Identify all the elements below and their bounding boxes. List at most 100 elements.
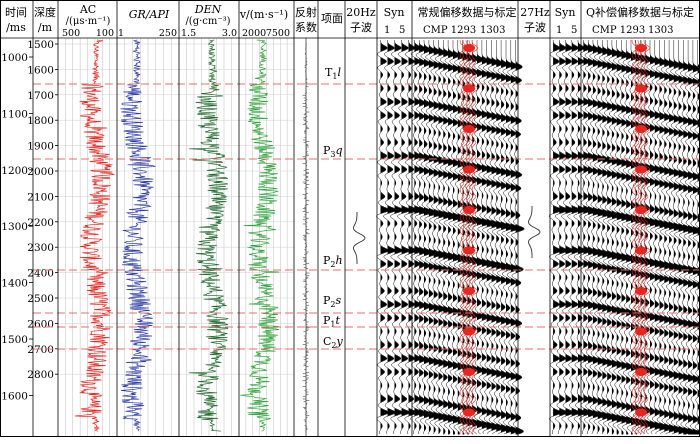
qcomp-calibration-blob	[635, 246, 647, 255]
conv-trace-fill	[506, 58, 515, 434]
horizon-C2y: C2y	[323, 335, 344, 350]
conv-trace	[443, 40, 458, 435]
den-curve	[188, 39, 229, 432]
depth-tick-label: 1600	[27, 64, 54, 76]
gr-curve	[120, 39, 156, 432]
syn1-trace-fill	[408, 40, 418, 430]
qcomp-calibration	[634, 39, 642, 434]
axis-ticks: 1500 1600 1700 1800 1900 2000 2100 2200 2300 2400…	[1, 39, 58, 402]
conv-calibration-blob	[463, 246, 475, 255]
qcomp-header: Q补偿偏移数据与标定	[586, 5, 694, 19]
v-curve	[239, 39, 280, 432]
seismic-layer	[352, 39, 700, 435]
qcomp-trace-fill	[673, 57, 683, 434]
conv-calibration-blob	[463, 165, 475, 174]
w27-header: 27Hz	[520, 6, 550, 19]
conv-trace-fill	[501, 56, 510, 433]
refl-header: 反射	[295, 5, 317, 19]
conv-calibration-blob	[463, 125, 475, 133]
conv-trace-fill	[510, 59, 520, 435]
w27-unit: 子波	[524, 21, 546, 34]
gr-header: GR/API	[129, 8, 170, 21]
syn1-trace-fill	[394, 40, 404, 430]
qcomp-calibration-blob	[635, 165, 647, 174]
conv-trace-fill	[438, 45, 448, 435]
qcomp-calibration-blob	[635, 368, 647, 376]
conv-trace-fill	[443, 45, 452, 435]
refl-unit: 系数	[295, 21, 317, 34]
depth-tick-label: 2700	[27, 344, 54, 356]
time-tick-label: 1000	[1, 52, 28, 64]
qcomp-trace-fill	[688, 60, 697, 435]
conv-calibration-blob	[463, 368, 475, 376]
ac-scale-right: 100	[96, 28, 114, 39]
qcomp-trace-fill	[588, 40, 597, 431]
conv-trace-fill	[457, 49, 467, 435]
qcomp-trace-fill	[583, 41, 593, 430]
gr-scale-right: 250	[159, 28, 177, 39]
depth-tick-label: 2300	[27, 242, 54, 254]
conv-calibration-blob	[463, 84, 475, 93]
qcomp-calibration-blob	[635, 287, 647, 295]
depth-tick-label: 2600	[27, 318, 54, 330]
qcomp-trace-fill	[602, 44, 611, 434]
den-scale-right: 3.0	[222, 28, 237, 39]
depth-tick-label: 2500	[27, 293, 54, 305]
wavelet-27hz	[527, 206, 541, 258]
wavelet-20hz	[352, 212, 366, 264]
depth-tick-label: 1900	[27, 141, 54, 153]
conv-trace-fill	[481, 53, 491, 429]
syn1-trace-fill	[387, 40, 397, 430]
time-tick-label: 1100	[1, 108, 28, 120]
w20-unit: 子波	[350, 21, 372, 34]
horizon-dashed-lines	[33, 83, 700, 350]
v-scale-left: 2000	[242, 28, 266, 39]
conv-calibration	[471, 39, 479, 434]
ac-scale-left: 500	[62, 28, 80, 39]
horizon-P3q: P3q	[323, 144, 343, 159]
conv-trace-fill	[419, 41, 428, 431]
time-tick-label: 1500	[1, 334, 28, 346]
conv-cmp-right: 1303	[480, 25, 505, 36]
syn2-header: Syn	[555, 6, 576, 19]
conv-calibration-blob	[463, 287, 475, 295]
ac-header: AC	[79, 3, 96, 16]
conv-trace-fill	[486, 54, 496, 430]
syn2-scale-left: 1	[556, 25, 562, 36]
qcomp-trace-fill	[621, 48, 631, 435]
horizon-P2s: P2s	[323, 294, 342, 309]
qcomp-trace-fill	[607, 45, 616, 435]
qcomp-trace	[612, 40, 626, 435]
time-header: 时间	[5, 6, 27, 19]
conv-trace	[448, 40, 462, 435]
time-tick-label: 1600	[1, 390, 28, 402]
qcomp-trace-fill	[669, 57, 678, 433]
depth-tick-label: 1700	[27, 90, 54, 102]
conv-header: 常规偏移数据与标定	[418, 5, 517, 19]
syn1-header: Syn	[384, 6, 405, 19]
conv-trace-fill	[448, 46, 457, 435]
conv-calibration-blob	[463, 327, 475, 336]
depth-unit: /m	[38, 21, 53, 34]
qcomp-calibration-blob	[635, 44, 647, 52]
qcomp-calibration-blob	[635, 84, 647, 93]
syn2-trace-fill	[559, 40, 569, 430]
conv-cmp-left: CMP 1293	[423, 25, 476, 36]
v-header: v/(m·s⁻¹)	[239, 8, 288, 21]
syn1-scale-left: 1	[384, 25, 390, 36]
syn1-trace	[390, 39, 404, 435]
horizon-T1l: T1l	[325, 66, 341, 81]
conv-calibration-blob	[463, 44, 475, 52]
conv-trace-fill	[424, 41, 433, 432]
syn1-trace-fill	[401, 40, 411, 430]
depth-header: 深度	[34, 5, 56, 19]
syn1-trace	[383, 39, 397, 435]
den-header: DEN	[194, 3, 222, 16]
ac-unit: /(μs·m⁻¹)	[66, 16, 111, 27]
den-scale-left: 1.5	[181, 28, 196, 39]
conv-calibration-blob	[463, 206, 475, 214]
panel-layer	[58, 38, 294, 436]
syn2-scale-right: 5	[571, 25, 577, 36]
syn2-trace-fill	[553, 40, 562, 430]
